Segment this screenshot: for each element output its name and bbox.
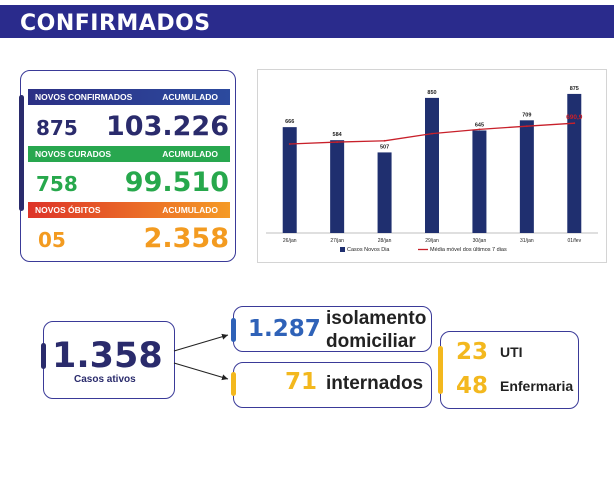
legend-swatch-bar [340, 247, 345, 252]
casos-ativos-label: Casos ativos [74, 374, 136, 385]
curados-acumulado-value: 99.510 [124, 167, 229, 198]
novos-confirmados-value: 875 [36, 116, 78, 140]
bar-value-label: 507 [380, 144, 389, 150]
curados-acumulado-label: ACUMULADO [162, 149, 218, 159]
moving-average-point [478, 128, 481, 131]
enfermaria-value: 48 [456, 373, 489, 399]
arrows [173, 333, 229, 381]
x-tick-label: 28/jan [378, 238, 392, 244]
internados-value: 71 [285, 369, 318, 395]
page-title: CONFIRMADOS [20, 11, 211, 36]
uti-value: 23 [456, 339, 489, 365]
confirmados-acumulado-label: ACUMULADO [162, 92, 218, 102]
chart-container: 666 26/jan 584 27/jan 507 28/jan 850 29/jan 645 3… [257, 69, 607, 263]
internados-label: internados [326, 373, 424, 394]
uti-label: UTI [500, 344, 523, 360]
obitos-acumulado-value: 2.358 [143, 223, 229, 254]
moving-average-point [288, 143, 291, 145]
x-tick-label: 27/jan [330, 238, 344, 244]
novos-obitos-label: NOVOS ÓBITOS [35, 205, 101, 215]
stats-accent-bar [19, 95, 24, 211]
bar-value-label: 850 [427, 90, 436, 96]
chart-bar [425, 97, 439, 233]
bar-value-label: 666 [285, 119, 294, 125]
bar-value-label: 875 [570, 86, 579, 92]
leitos-accent-bar [438, 346, 443, 394]
casos-ativos-value: 1.358 [52, 336, 163, 376]
chart-bar [282, 127, 297, 233]
novos-obitos-value: 05 [38, 228, 66, 252]
enfermaria-label: Enfermaria [500, 378, 574, 394]
casos-ativos-accent-bar [41, 343, 46, 369]
moving-average-point [573, 122, 576, 125]
obitos-header-band: NOVOS ÓBITOS ACUMULADO [28, 202, 230, 218]
x-tick-label: 26/jan [283, 238, 297, 244]
bar-value-label: 584 [333, 132, 343, 138]
chart-bar [377, 152, 392, 233]
curados-header-band: NOVOS CURADOS ACUMULADO [28, 146, 230, 162]
isolamento-label-line1: isolamento [326, 308, 427, 329]
moving-average-point [525, 125, 528, 128]
moving-average-point [431, 132, 433, 135]
obitos-acumulado-label: ACUMULADO [162, 205, 218, 215]
confirmados-acumulado-value: 103.226 [106, 111, 229, 142]
isolamento-label-line2: domiciliar [326, 331, 416, 352]
isolamento-value: 1.287 [248, 316, 321, 342]
novos-curados-label: NOVOS CURADOS [35, 149, 112, 159]
bar-value-label: 709 [522, 112, 531, 118]
chart-bar [519, 120, 534, 233]
moving-average-end-label: 690,9 [566, 114, 583, 121]
header-bar: CONFIRMADOS [0, 5, 614, 38]
chart-bar [567, 93, 582, 233]
x-tick-label: 29/jan [425, 238, 439, 244]
moving-average-point [336, 141, 339, 143]
internados-accent-bar [231, 372, 236, 396]
chart-bar [330, 140, 345, 233]
novos-confirmados-label: NOVOS CONFIRMADOS [35, 92, 133, 102]
bar-value-label: 645 [475, 122, 484, 128]
isolamento-accent-bar [231, 318, 236, 342]
chart-bar [472, 130, 487, 233]
arrow-to-isolamento [173, 333, 229, 352]
x-tick-label: 31/jan [520, 238, 534, 244]
casos-ativos-card [43, 321, 175, 399]
moving-average-point [383, 139, 386, 142]
confirmados-header-band: NOVOS CONFIRMADOS ACUMULADO [28, 89, 230, 105]
novos-curados-value: 758 [36, 172, 78, 196]
legend-label-bar: Casos Novos Dia [347, 247, 390, 253]
arrow-to-internados [173, 362, 229, 381]
x-tick-label: 01/fev [567, 238, 581, 244]
legend-label-line: Média móvel dos últimos 7 dias [430, 247, 507, 253]
x-tick-label: 30/jan [473, 238, 487, 244]
bar-line-chart: 666 26/jan 584 27/jan 507 28/jan 850 29/jan 645 3… [266, 86, 598, 253]
